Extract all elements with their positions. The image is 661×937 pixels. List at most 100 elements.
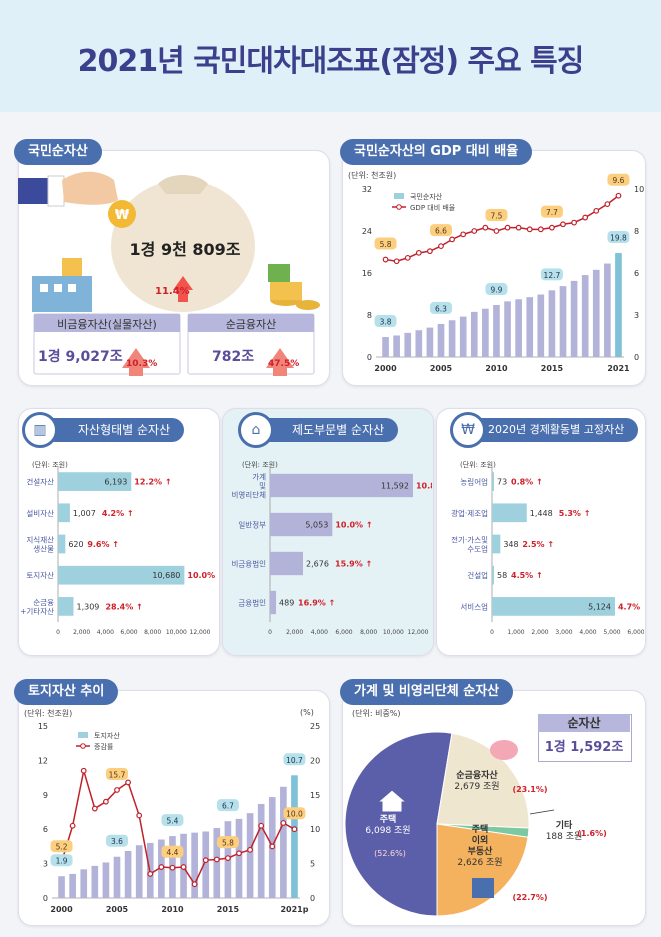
line-label-bg — [161, 845, 184, 858]
bar — [604, 263, 611, 357]
category-label: 일반정부 — [238, 520, 266, 530]
value-label: 11,592 — [381, 482, 409, 491]
bar-label-bg — [50, 854, 73, 867]
y2-tick-label: 3 — [634, 311, 639, 320]
bar — [246, 813, 254, 898]
line-point — [103, 798, 109, 805]
bar — [58, 472, 132, 491]
bar — [135, 845, 143, 898]
line-point — [236, 850, 242, 857]
bar — [382, 337, 389, 357]
bar — [124, 850, 132, 898]
slice-percent: (52.6%) — [374, 849, 406, 858]
building-icon: ▥ — [22, 412, 58, 448]
bar-data-label: 6.7 — [222, 802, 234, 811]
x-tick-label: 2,000 — [73, 629, 90, 636]
y2-tick-label: 20 — [310, 756, 320, 765]
growth-label: 10.0% ↑ — [187, 571, 218, 580]
series-line — [60, 770, 295, 886]
line-point — [291, 826, 298, 833]
slice-name: 기타 — [556, 819, 573, 831]
bar — [69, 873, 76, 898]
net-worth-total: 1경 9천 809조 — [129, 240, 241, 259]
bar-label-bg — [540, 268, 563, 281]
bar — [581, 275, 589, 357]
line-point — [202, 857, 209, 864]
line-point — [69, 822, 76, 829]
line-point — [560, 221, 566, 228]
growth-label: 9.6% ↑ — [87, 540, 119, 549]
apartment-icon — [472, 878, 494, 898]
growth-label: 10.8% ↑ — [416, 482, 432, 491]
x-tick-label: 2015 — [217, 905, 240, 914]
line-point — [280, 820, 287, 826]
line-data-label: 10.0 — [286, 810, 303, 819]
bar — [548, 290, 556, 357]
x-tick-label: 8,000 — [360, 629, 377, 636]
bar — [504, 301, 511, 357]
y2-tick-label: 8 — [634, 227, 639, 236]
pie-slice — [344, 731, 453, 917]
line-point — [393, 258, 400, 265]
x-tick-label: 5,000 — [603, 629, 620, 636]
line-label-bg — [540, 205, 563, 218]
bar-data-label: 3.8 — [380, 318, 392, 327]
category-label: +기타자산 — [20, 606, 54, 616]
category-label: 농림어업 — [460, 477, 488, 487]
bar — [270, 473, 413, 498]
line-point — [382, 256, 389, 263]
line-label-bg — [430, 224, 452, 237]
x-tick-label: 0 — [268, 629, 272, 636]
slice-name: 주택 — [472, 824, 489, 835]
line-label-bg — [216, 836, 239, 849]
x-tick-label: 6,000 — [120, 629, 137, 636]
growth-label: 4.7% ↑ — [618, 602, 644, 611]
category-label: 생산물 — [33, 544, 54, 554]
nonfin-label: 비금융자산(실물자산) — [57, 318, 157, 331]
growth-label: 4.2% ↑ — [102, 509, 134, 518]
bar — [492, 565, 494, 585]
line-point — [415, 249, 422, 256]
bar — [280, 786, 287, 898]
net-worth-growth: 11.4% — [155, 286, 190, 297]
x-tick-label: 12,000 — [190, 629, 211, 636]
category-label: 가계 — [252, 472, 266, 482]
category-label: 금융법인 — [238, 598, 266, 608]
line-data-label: 7.5 — [490, 212, 502, 221]
bar — [393, 335, 400, 357]
line-point — [147, 871, 154, 877]
x-tick-label: 6,000 — [627, 629, 644, 636]
bar — [270, 590, 277, 615]
pie-slice — [436, 732, 530, 829]
household-box-value: 1경 1,592조 — [544, 740, 624, 755]
growth-label: 15.9% ↑ — [335, 560, 372, 569]
money-bag-icon — [111, 175, 255, 312]
line-point — [504, 224, 511, 231]
y2-tick-label: 6 — [634, 269, 639, 278]
value-label: 2,676 — [306, 560, 329, 569]
bar-data-label: 5.4 — [166, 817, 178, 826]
x-tick-label: 2021 — [607, 364, 630, 373]
bar — [537, 294, 545, 357]
x-tick-label: 2010 — [485, 364, 508, 373]
slice-percent: (1.6%) — [577, 829, 607, 838]
bar — [493, 305, 500, 357]
legend-line-marker — [80, 743, 86, 749]
growth-label: 28.4% ↑ — [105, 602, 142, 611]
bar-data-label: 1.9 — [56, 857, 68, 866]
legend-bar-label: 국민순자산 — [410, 192, 443, 201]
line-point — [404, 254, 411, 261]
bar — [492, 534, 501, 554]
line-point — [158, 864, 165, 870]
bar-data-label: 9.9 — [490, 286, 502, 295]
page-title: 2021년 국민대차대조표(잠정) 주요 특징 — [77, 44, 585, 79]
x-tick-label: 4,000 — [311, 629, 328, 636]
bar — [492, 503, 527, 523]
line-label-bg — [485, 209, 508, 221]
legend-line-label: GDP 대비 배율 — [410, 203, 456, 212]
bar-data-label: 3.6 — [111, 837, 123, 846]
line-label-bg — [607, 173, 630, 186]
up-arrow-icon — [266, 348, 294, 376]
x-tick-label: 12,000 — [408, 629, 429, 636]
bar — [559, 286, 567, 357]
